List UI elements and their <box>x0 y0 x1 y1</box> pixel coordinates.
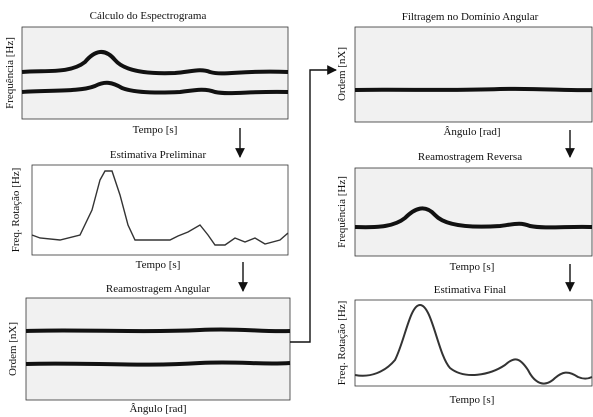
panel-title: Estimativa Preliminar <box>110 149 207 161</box>
x-label: Tempo [s] <box>450 394 495 406</box>
curve <box>31 170 289 246</box>
x-label: Ângulo [rad] <box>443 126 500 138</box>
panel-title: Estimativa Final <box>434 284 506 296</box>
curve <box>25 360 291 367</box>
x-label: Tempo [s] <box>133 124 178 136</box>
plot-box <box>25 297 291 401</box>
curve <box>25 327 291 334</box>
x-label: Tempo [s] <box>450 261 495 273</box>
curve <box>354 303 593 385</box>
x-label: Ângulo [rad] <box>129 403 186 415</box>
y-label: Freq. Rotação [Hz] <box>336 301 348 386</box>
curve <box>354 86 593 93</box>
y-label: Frequência [Hz] <box>4 37 16 109</box>
y-label: Freq. Rotação [Hz] <box>10 168 22 253</box>
panel-title: Reamostragem Angular <box>106 283 211 295</box>
plot-box <box>354 26 593 123</box>
plot-box <box>354 299 593 387</box>
panel-title: Reamostragem Reversa <box>418 151 522 163</box>
panel-title: Cálculo do Espectrograma <box>90 10 207 22</box>
panel-title: Filtragem no Domínio Angular <box>402 11 539 23</box>
y-label: Ordem [nX] <box>336 47 348 101</box>
curve <box>21 80 289 96</box>
y-label: Frequência [Hz] <box>336 176 348 248</box>
arrow <box>290 65 337 343</box>
y-label: Ordem [nX] <box>7 322 19 376</box>
x-label: Tempo [s] <box>136 259 181 271</box>
curve <box>354 206 593 230</box>
curve <box>21 50 289 76</box>
plot-box <box>31 164 289 256</box>
plot-box <box>354 167 593 257</box>
